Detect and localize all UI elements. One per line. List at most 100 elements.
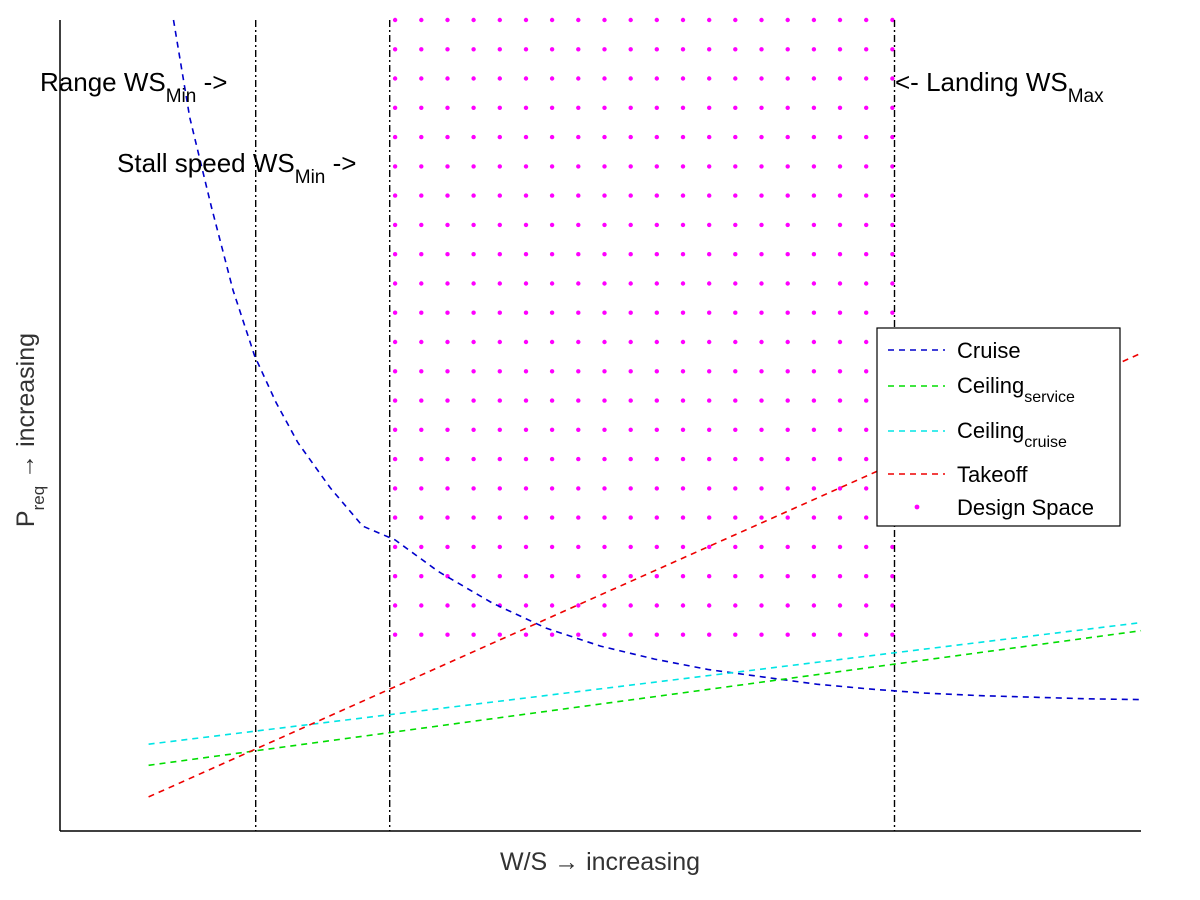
- design-space-point: [811, 222, 817, 228]
- design-space-point: [811, 193, 817, 198]
- design-space-point: [497, 369, 502, 374]
- design-space-point: [864, 281, 869, 286]
- design-space-point: [680, 456, 686, 462]
- design-space-point: [628, 339, 633, 345]
- design-space-point: [497, 222, 502, 228]
- design-space-point: [733, 427, 738, 432]
- design-space-point: [576, 339, 581, 345]
- design-space-point: [523, 310, 529, 315]
- design-space-point: [680, 398, 686, 403]
- design-space-point: [680, 310, 686, 315]
- design-space-point: [471, 632, 476, 637]
- design-space-point: [392, 632, 398, 637]
- design-space-point: [733, 486, 738, 491]
- design-space-point: [445, 339, 450, 345]
- design-space-point: [419, 456, 424, 462]
- design-space-point: [549, 486, 555, 491]
- series-line-cruise: [172, 19, 1142, 701]
- design-space-point: [497, 193, 502, 198]
- design-space-point: [654, 164, 659, 169]
- design-space-point: [890, 574, 895, 579]
- design-space-point: [864, 603, 869, 608]
- design-space-point: [445, 544, 450, 550]
- design-space-point: [864, 339, 869, 345]
- design-space-point: [759, 427, 764, 432]
- design-space-point: [733, 193, 738, 198]
- design-space-point: [392, 544, 398, 550]
- design-space-point: [497, 574, 502, 579]
- design-space-point: [602, 544, 607, 550]
- design-space-point: [654, 281, 659, 286]
- design-space-point: [837, 310, 843, 315]
- design-space-point: [602, 47, 607, 52]
- design-space-point: [471, 222, 476, 228]
- design-space-point: [392, 47, 398, 52]
- design-space-point: [628, 574, 633, 579]
- design-space-point: [602, 76, 607, 81]
- design-space-point: [497, 427, 502, 432]
- design-space-point: [864, 105, 869, 111]
- design-space-point: [576, 486, 581, 491]
- design-space-point: [497, 515, 502, 520]
- design-space-point: [785, 252, 790, 257]
- design-space-point: [837, 544, 843, 550]
- annotation-stall-speed-ws-min: Stall speed WSMin ->: [117, 148, 356, 188]
- design-space-point: [419, 398, 424, 403]
- design-space-point: [392, 222, 398, 228]
- design-space-point: [654, 193, 659, 198]
- design-space-point: [445, 252, 450, 257]
- design-space-point: [864, 632, 869, 637]
- design-space-point: [654, 339, 659, 345]
- design-space-point: [602, 515, 607, 520]
- design-space-point: [759, 310, 764, 315]
- design-space-point: [680, 603, 686, 608]
- design-space-point: [733, 369, 738, 374]
- design-space-point: [654, 515, 659, 520]
- design-space-point: [576, 252, 581, 257]
- design-space-point: [523, 544, 529, 550]
- design-space-point: [549, 193, 555, 198]
- design-space-point: [549, 369, 555, 374]
- design-space-point: [628, 544, 633, 550]
- design-space-point: [864, 398, 869, 403]
- design-space-point: [733, 456, 738, 462]
- design-space-point: [628, 486, 633, 491]
- design-space-point: [837, 398, 843, 403]
- design-space-point: [445, 222, 450, 228]
- design-space-point: [785, 47, 790, 52]
- design-space-point: [811, 603, 817, 608]
- design-space-point: [576, 427, 581, 432]
- design-space-point: [654, 252, 659, 257]
- design-space-point: [576, 105, 581, 111]
- design-space-point: [733, 76, 738, 81]
- design-space-point: [445, 17, 450, 23]
- design-space-point: [523, 369, 529, 374]
- design-space-point: [680, 76, 686, 81]
- design-space-point: [707, 398, 712, 403]
- design-space-point: [864, 369, 869, 374]
- design-space-point: [602, 281, 607, 286]
- design-space-point: [654, 398, 659, 403]
- design-space-point: [523, 47, 529, 52]
- design-space-point: [680, 105, 686, 111]
- design-space-point: [733, 105, 738, 111]
- design-space-point: [523, 456, 529, 462]
- design-space-point: [549, 17, 555, 23]
- design-space-point: [549, 603, 555, 608]
- design-space-point: [419, 17, 424, 23]
- design-space-point: [471, 164, 476, 169]
- design-space-point: [523, 603, 529, 608]
- design-space-point: [707, 252, 712, 257]
- design-space-point: [785, 486, 790, 491]
- design-space-point: [445, 632, 450, 637]
- design-space-point: [707, 369, 712, 374]
- design-space-point: [392, 17, 398, 23]
- design-space-point: [628, 134, 633, 140]
- design-space-point: [837, 632, 843, 637]
- design-space-point: [419, 76, 424, 81]
- design-space-point: [576, 369, 581, 374]
- design-space-point: [864, 310, 869, 315]
- design-space-point: [707, 456, 712, 462]
- design-space-point: [654, 544, 659, 550]
- design-space-point: [811, 574, 817, 579]
